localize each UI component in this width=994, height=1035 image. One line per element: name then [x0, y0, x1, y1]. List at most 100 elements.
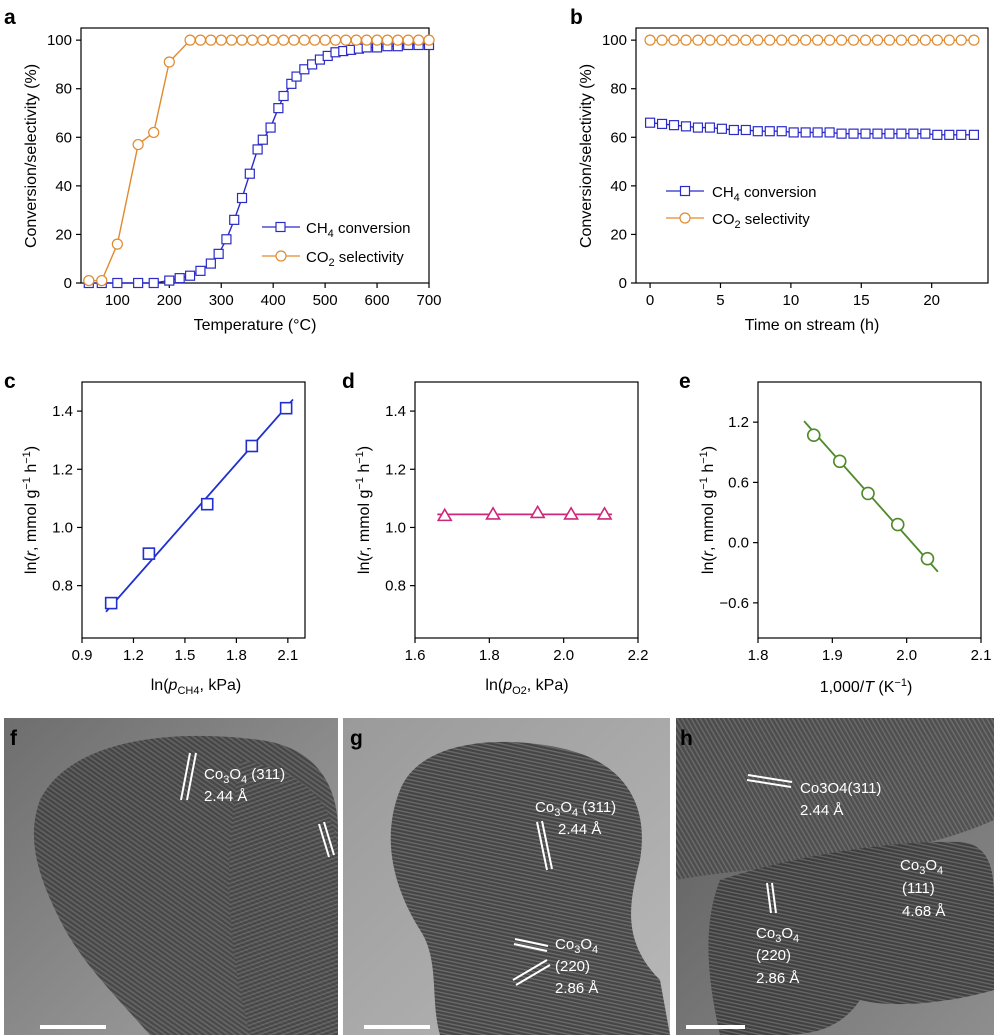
x-tick-label-b: 20 — [923, 292, 940, 309]
tem-label-h-311-spacing: 2.44 Å — [800, 802, 843, 819]
data-point-co2-selectivity-a — [184, 34, 196, 46]
data-point-ch4-conversion-b — [644, 117, 656, 128]
data-point-co2-selectivity-a — [111, 238, 123, 250]
data-point-co2-selectivity-b — [668, 34, 680, 46]
panel-letter-c: c — [4, 370, 16, 393]
tem-label-h-111-spacing: 4.68 Å — [902, 903, 945, 920]
tem-particle-f2 — [229, 760, 338, 1035]
y-axis-title-c: ln(r, mmol g−1 h−1) — [21, 446, 40, 574]
tem-label-g-220: Co3O4 — [555, 936, 598, 956]
data-point-ch4-conversion-b — [752, 126, 763, 137]
data-point-series-0-e — [861, 486, 875, 501]
data-point-co2-selectivity-a — [350, 34, 362, 46]
data-point-co2-selectivity-b — [823, 34, 836, 46]
lattice-marker-g3 — [512, 959, 548, 981]
data-point-co2-selectivity-b — [835, 34, 848, 46]
x-tick-label-b: 5 — [716, 292, 724, 309]
data-point-ch4-conversion-b — [800, 127, 811, 138]
y-axis-title-d: ln(r, mmol g−1 h−1) — [354, 446, 373, 574]
lattice-marker-h2 — [766, 882, 772, 914]
data-point-ch4-conversion-a — [213, 248, 224, 259]
data-point-ch4-conversion-b — [740, 124, 751, 136]
data-point-co2-selectivity-b — [919, 34, 931, 46]
tem-label-g-311-spacing: 2.44 Å — [558, 821, 601, 838]
panel-letter-g: g — [350, 727, 363, 750]
lattice-marker-h1b — [746, 779, 792, 788]
data-point-ch4-conversion-a — [112, 277, 123, 289]
data-point-ch4-conversion-b — [860, 128, 871, 139]
scale-bar-h — [686, 1025, 745, 1029]
data-point-co2-selectivity-a — [246, 34, 259, 46]
data-point-ch4-conversion-a — [265, 122, 276, 133]
data-point-ch4-conversion-b — [704, 122, 716, 133]
data-point-co2-selectivity-b — [895, 34, 908, 46]
data-point-ch4-conversion-b — [884, 128, 895, 139]
data-point-co2-selectivity-b — [704, 34, 716, 46]
data-point-co2-selectivity-b — [656, 34, 668, 46]
scale-bar-f — [40, 1025, 106, 1029]
data-point-ch4-conversion-b — [716, 123, 727, 134]
data-point-co2-selectivity-a — [205, 34, 217, 46]
data-point-ch4-conversion-a — [184, 270, 196, 281]
y-tick-label-e: −0.6 — [719, 595, 749, 612]
tem-label-f-311: Co3O4 (311) — [204, 766, 285, 786]
x-tick-label-c: 1.5 — [174, 647, 195, 664]
data-point-ch4-conversion-b — [668, 120, 680, 131]
data-point-co2-selectivity-b — [716, 34, 728, 46]
panel-letter-a: a — [4, 6, 16, 29]
lattice-marker-g1 — [536, 821, 548, 871]
x-axis-title-a: Temperature (°C) — [194, 317, 317, 334]
y-tick-label-b: 100 — [602, 32, 627, 49]
lattice-marker-h1 — [747, 774, 793, 783]
y-tick-label-c: 1.0 — [52, 519, 73, 536]
y-tick-label-a: 80 — [55, 81, 72, 98]
y-tick-label-c: 0.8 — [52, 578, 73, 595]
x-axis-title-d: ln(pO2, kPa) — [485, 677, 568, 697]
data-point-ch4-conversion-b — [812, 127, 823, 138]
x-axis-title-b: Time on stream (h) — [745, 317, 880, 334]
x-tick-label-b: 0 — [646, 292, 654, 309]
data-point-co2-selectivity-a — [309, 34, 321, 46]
panel-b: b 0 5 10 15 20 0 20 40 60 80 100 Time on stream (h… — [570, 6, 989, 334]
data-point-co2-selectivity-b — [740, 34, 752, 46]
data-point-co2-selectivity-a — [226, 34, 238, 46]
x-tick-label-a: 300 — [209, 292, 234, 309]
y-tick-label-c: 1.2 — [52, 461, 73, 478]
data-point-ch4-conversion-b — [728, 124, 739, 136]
y-tick-label-b: 20 — [610, 226, 627, 243]
data-point-series-0-d — [485, 506, 501, 520]
data-point-ch4-conversion-b — [932, 129, 943, 140]
data-point-ch4-conversion-a — [278, 90, 289, 102]
data-point-co2-selectivity-a — [298, 34, 310, 46]
lattice-marker-f2b — [323, 821, 335, 856]
data-point-co2-selectivity-a — [132, 138, 144, 151]
legend-b: CH4 conversion CO2 selectivity — [666, 184, 817, 231]
legend-marker-co2-a — [275, 250, 287, 262]
x-tick-label-a: 200 — [157, 292, 182, 309]
tem-label-h-111: Co3O4 — [900, 857, 943, 877]
x-tick-label-a: 400 — [261, 292, 286, 309]
panel-letter-f: f — [10, 727, 18, 750]
y-tick-label-e: 1.2 — [728, 414, 749, 431]
data-point-co2-selectivity-a — [371, 34, 383, 46]
data-point-series-0-d — [596, 506, 613, 520]
data-point-co2-selectivity-b — [692, 34, 704, 46]
data-point-co2-selectivity-a — [340, 34, 352, 46]
data-point-co2-selectivity-a — [83, 274, 95, 287]
data-point-ch4-conversion-b — [824, 127, 835, 138]
data-point-ch4-conversion-a — [221, 234, 232, 245]
y-axis-title-b: Conversion/selectivity (%) — [578, 64, 595, 248]
y-tick-label-b: 60 — [610, 129, 627, 146]
data-point-ch4-conversion-a — [291, 71, 302, 82]
panel-letter-b: b — [570, 6, 583, 29]
tem-label-g-220-hkl: (220) — [555, 958, 590, 975]
data-point-co2-selectivity-a — [392, 34, 404, 46]
data-point-co2-selectivity-a — [236, 34, 248, 46]
tem-label-h-311: Co3O4(311) — [800, 780, 881, 797]
data-point-ch4-conversion-b — [656, 118, 668, 130]
y-tick-label-b: 0 — [619, 275, 627, 292]
data-point-co2-selectivity-b — [847, 34, 860, 46]
data-point-ch4-conversion-b — [956, 129, 967, 140]
x-tick-label-d: 2.2 — [628, 647, 649, 664]
